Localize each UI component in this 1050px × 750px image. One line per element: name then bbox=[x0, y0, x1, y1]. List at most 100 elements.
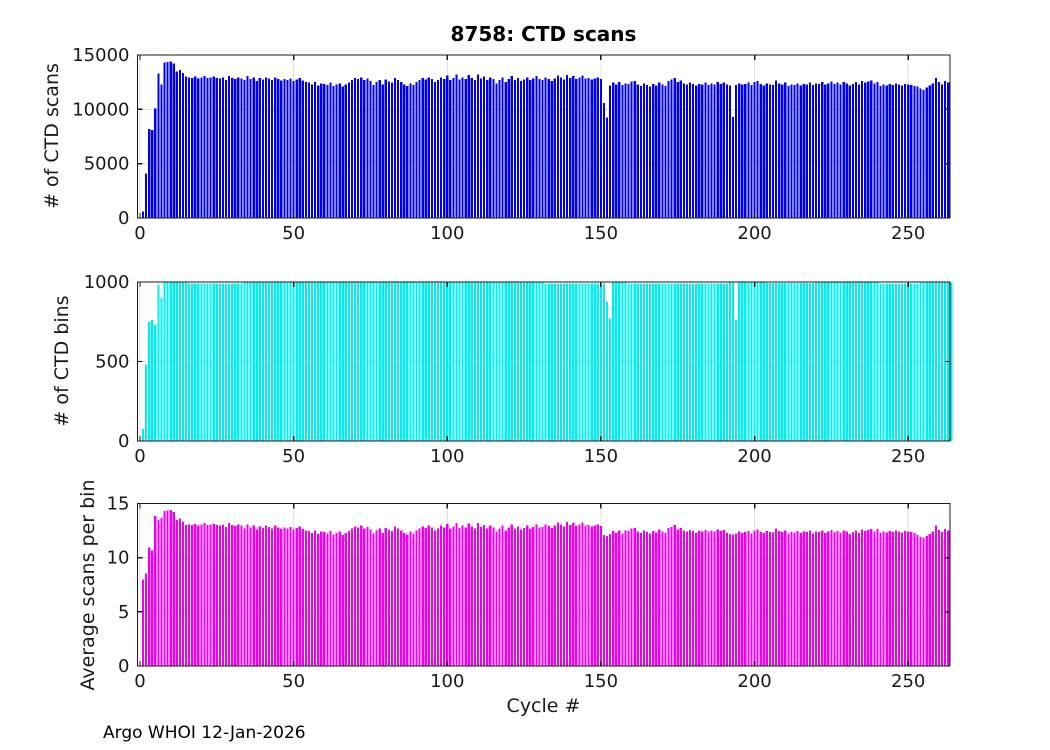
bar-cycle-262 bbox=[943, 528, 947, 666]
bar-cycle-218 bbox=[808, 282, 811, 441]
bar-cycle-104 bbox=[458, 282, 461, 441]
bar-cycle-120 bbox=[507, 527, 510, 666]
bar-cycle-38 bbox=[255, 529, 258, 666]
bar-cycle-105 bbox=[461, 525, 464, 666]
bar-cycle-39 bbox=[258, 282, 261, 441]
bar-cycle-115 bbox=[492, 282, 495, 441]
bar-cycle-235 bbox=[861, 81, 864, 218]
bar-cycle-175 bbox=[676, 529, 679, 666]
bar-cycle-8 bbox=[163, 511, 166, 666]
bar-cycle-33 bbox=[240, 78, 243, 218]
bar-cycle-133 bbox=[547, 283, 550, 441]
bar-cycle-36 bbox=[249, 282, 252, 441]
bar-cycle-139 bbox=[566, 522, 569, 666]
bar-cycle-46 bbox=[280, 282, 283, 441]
bar-cycle-34 bbox=[243, 282, 246, 441]
bar-cycle-62 bbox=[329, 282, 332, 441]
bar-cycle-70 bbox=[353, 526, 357, 666]
bar-cycle-113 bbox=[486, 282, 489, 441]
bar-cycle-38 bbox=[255, 81, 258, 218]
bar-cycle-205 bbox=[768, 282, 772, 441]
bar-cycle-255 bbox=[922, 538, 925, 666]
bar-cycle-4 bbox=[151, 129, 154, 218]
bar-cycle-118 bbox=[501, 77, 504, 218]
bar-cycle-153 bbox=[609, 318, 612, 441]
bar-cycle-140 bbox=[569, 524, 572, 666]
bar-cycle-114 bbox=[489, 525, 492, 666]
bar-cycle-152 bbox=[605, 535, 609, 666]
bar-cycle-123 bbox=[516, 77, 520, 218]
bar-cycle-104 bbox=[458, 527, 461, 667]
bar-cycle-219 bbox=[811, 84, 815, 218]
bar-cycle-151 bbox=[602, 534, 606, 666]
bar-cycle-84 bbox=[396, 79, 400, 219]
bar-cycle-32 bbox=[237, 77, 240, 218]
bar-cycle-106 bbox=[464, 527, 467, 666]
bar-cycle-110 bbox=[476, 74, 480, 218]
bar-cycle-151 bbox=[602, 283, 606, 441]
bar-cycle-207 bbox=[774, 80, 778, 218]
bar-cycle-49 bbox=[289, 526, 292, 666]
bar-cycle-154 bbox=[612, 82, 615, 219]
bar-cycle-5 bbox=[154, 108, 157, 218]
bar-cycle-33 bbox=[240, 283, 243, 441]
bar-cycle-182 bbox=[698, 83, 701, 218]
bar-cycle-244 bbox=[888, 83, 891, 218]
bar-cycle-58 bbox=[317, 533, 320, 666]
bar-cycle-91 bbox=[418, 282, 421, 441]
bar-cycle-121 bbox=[510, 524, 513, 667]
bar-cycle-56 bbox=[310, 532, 314, 666]
axes-box bbox=[136, 54, 951, 219]
x-tick-label: 100 bbox=[430, 671, 464, 692]
bar-cycle-207 bbox=[774, 528, 778, 666]
bar-cycle-61 bbox=[326, 282, 329, 441]
bar-cycle-98 bbox=[440, 77, 443, 218]
bar-cycle-9 bbox=[166, 62, 169, 219]
bar-cycle-199 bbox=[750, 533, 753, 666]
bar-cycle-113 bbox=[486, 79, 489, 219]
bar-cycle-65 bbox=[338, 531, 341, 666]
bar-cycle-86 bbox=[403, 532, 406, 666]
bar-cycle-68 bbox=[347, 531, 351, 667]
bar-cycle-42 bbox=[267, 282, 271, 441]
y-tick-label: 5 bbox=[118, 602, 129, 623]
bar-cycle-155 bbox=[615, 532, 618, 666]
bar-cycle-181 bbox=[695, 532, 698, 666]
bar-cycle-230 bbox=[845, 531, 848, 666]
bar-cycle-248 bbox=[900, 85, 904, 219]
bar-cycle-245 bbox=[891, 531, 894, 666]
bar-cycle-209 bbox=[781, 532, 784, 666]
bar-cycle-196 bbox=[741, 84, 744, 218]
bar-cycle-241 bbox=[879, 283, 882, 441]
bar-cycle-144 bbox=[581, 522, 584, 666]
bar-cycle-138 bbox=[562, 526, 566, 666]
bar-cycle-142 bbox=[575, 525, 578, 666]
bar-cycle-119 bbox=[504, 282, 507, 441]
bar-cycle-210 bbox=[784, 282, 787, 441]
bar-cycle-62 bbox=[329, 531, 332, 667]
bar-cycle-59 bbox=[320, 531, 323, 666]
y-axis-label-ctd-bins: # of CTD bins bbox=[51, 295, 73, 427]
bar-cycle-50 bbox=[292, 282, 295, 441]
bar-cycle-215 bbox=[799, 85, 802, 219]
x-tick-label: 250 bbox=[891, 671, 925, 692]
bar-cycle-89 bbox=[412, 282, 415, 441]
bar-cycle-124 bbox=[519, 81, 523, 218]
bar-cycle-159 bbox=[627, 83, 630, 218]
bar-cycle-98 bbox=[440, 282, 443, 441]
bar-cycle-111 bbox=[479, 526, 483, 666]
bar-cycle-17 bbox=[191, 283, 194, 441]
bar-cycle-104 bbox=[458, 79, 461, 218]
bar-cycle-78 bbox=[378, 79, 381, 219]
bar-cycle-185 bbox=[707, 84, 710, 218]
y-tick-label: 0 bbox=[118, 656, 129, 677]
bar-cycle-224 bbox=[827, 83, 830, 218]
bar-cycle-226 bbox=[833, 282, 836, 441]
bar-cycle-85 bbox=[400, 282, 403, 441]
bar-cycle-73 bbox=[363, 528, 366, 666]
bar-cycle-174 bbox=[673, 283, 676, 441]
bar-cycle-157 bbox=[621, 533, 624, 666]
bar-cycle-179 bbox=[688, 283, 692, 441]
bar-cycle-11 bbox=[172, 63, 175, 218]
bar-cycle-64 bbox=[335, 84, 338, 218]
